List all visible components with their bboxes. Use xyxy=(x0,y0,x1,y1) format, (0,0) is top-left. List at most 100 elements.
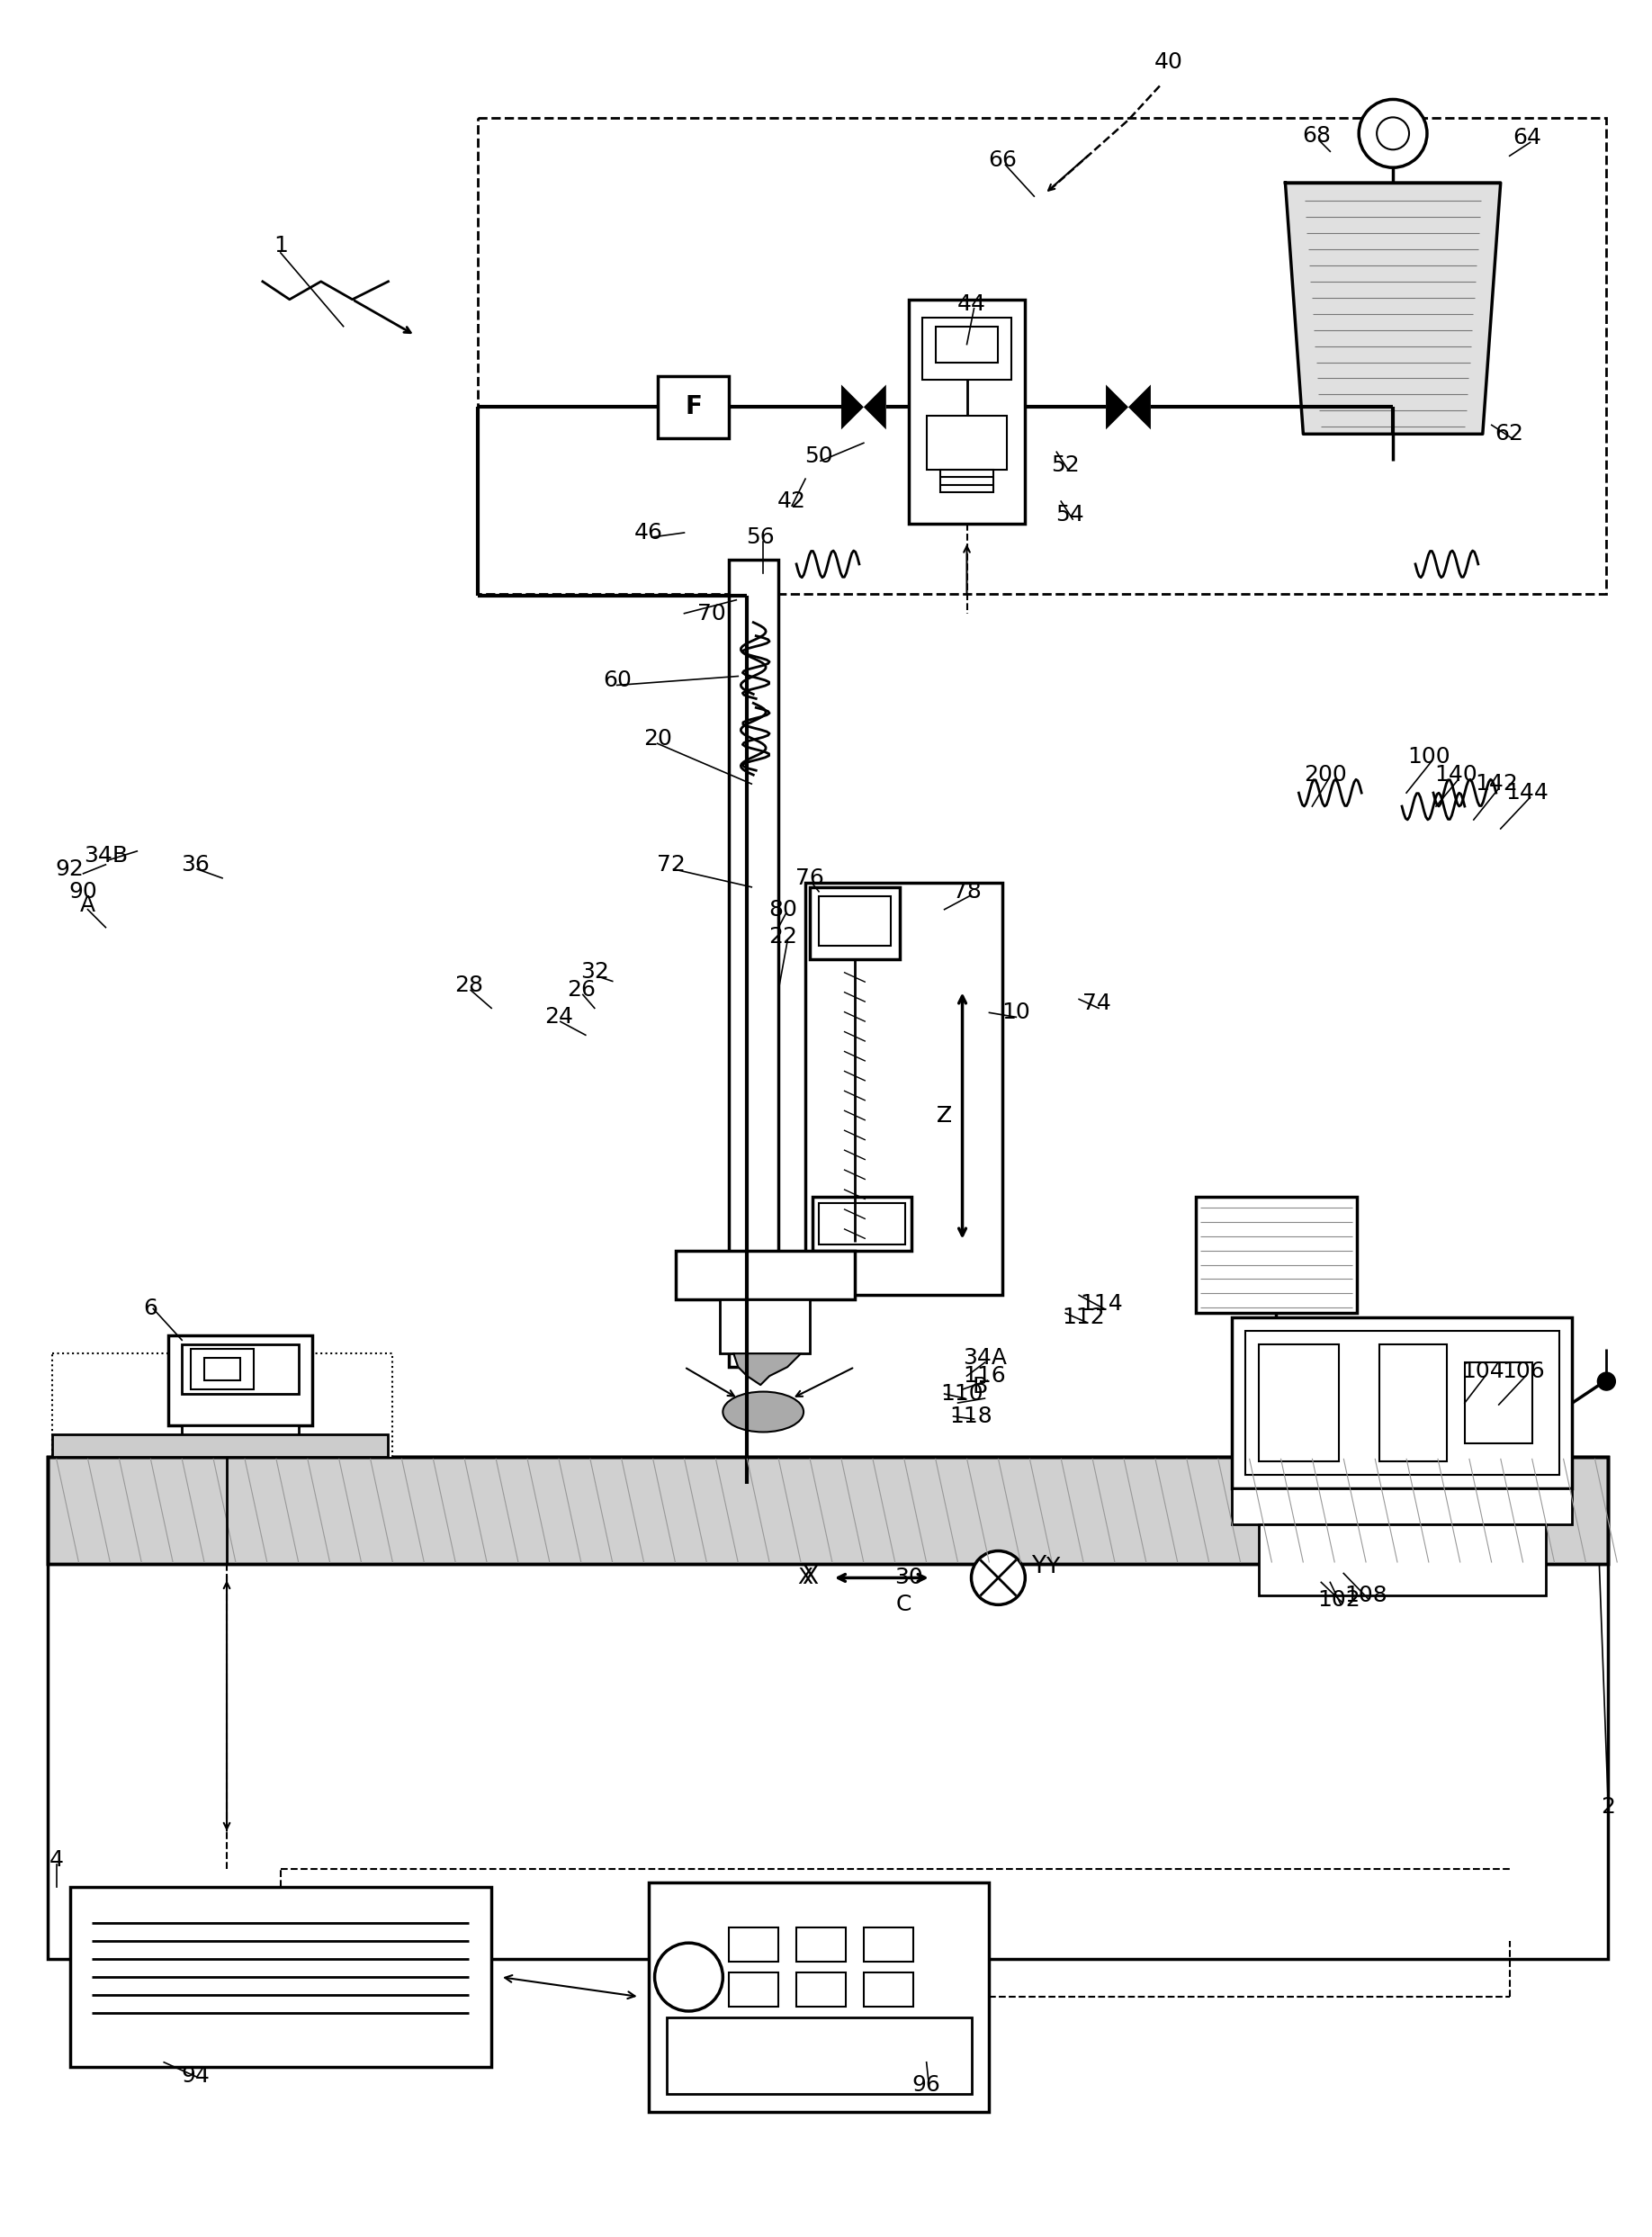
Bar xyxy=(182,1425,299,1456)
Bar xyxy=(813,1197,912,1250)
Bar xyxy=(864,1928,914,1962)
Text: 60: 60 xyxy=(603,669,631,691)
Bar xyxy=(169,1335,312,1425)
Text: 54: 54 xyxy=(1056,503,1084,526)
Text: 76: 76 xyxy=(796,868,824,888)
Bar xyxy=(1231,1488,1573,1523)
Text: 10: 10 xyxy=(1001,1002,1031,1025)
Circle shape xyxy=(1360,98,1427,168)
Text: Y: Y xyxy=(1046,1557,1059,1577)
Text: 116: 116 xyxy=(963,1365,1006,1387)
Text: 20: 20 xyxy=(643,729,672,749)
Text: 40: 40 xyxy=(1155,51,1183,72)
Text: 42: 42 xyxy=(778,490,806,512)
Bar xyxy=(205,1358,240,1380)
Bar xyxy=(1379,1344,1447,1461)
Text: 144: 144 xyxy=(1507,783,1550,803)
Bar xyxy=(796,1973,846,2007)
Bar xyxy=(720,1300,809,1353)
Bar xyxy=(69,1888,491,2067)
Text: 28: 28 xyxy=(454,975,484,995)
Bar xyxy=(182,1344,299,1394)
Text: 24: 24 xyxy=(544,1007,573,1029)
Text: 32: 32 xyxy=(580,962,610,982)
Text: 200: 200 xyxy=(1303,765,1346,785)
Text: X: X xyxy=(801,1566,818,1591)
Bar xyxy=(666,2018,971,2094)
Text: 102: 102 xyxy=(1318,1591,1361,1611)
Text: 100: 100 xyxy=(1408,747,1450,767)
Polygon shape xyxy=(864,385,885,430)
Text: B: B xyxy=(973,1376,988,1398)
Bar xyxy=(48,1456,1609,1564)
Polygon shape xyxy=(733,1353,801,1385)
Circle shape xyxy=(1597,1371,1616,1391)
Text: 50: 50 xyxy=(805,445,833,468)
Text: A: A xyxy=(79,895,96,915)
Text: 140: 140 xyxy=(1434,765,1477,785)
Text: 64: 64 xyxy=(1513,128,1541,148)
Bar xyxy=(1259,1344,1340,1461)
Bar xyxy=(192,1349,254,1389)
Text: 78: 78 xyxy=(953,881,981,902)
Text: 26: 26 xyxy=(567,980,595,1000)
Text: 56: 56 xyxy=(747,526,775,548)
Bar xyxy=(51,1353,393,1456)
Text: 142: 142 xyxy=(1475,774,1518,794)
Text: Z: Z xyxy=(937,1105,952,1127)
Bar xyxy=(657,376,729,438)
Bar xyxy=(796,1928,846,1962)
Bar xyxy=(809,888,900,960)
Text: 114: 114 xyxy=(1080,1293,1123,1315)
Text: 118: 118 xyxy=(950,1405,993,1427)
Text: 46: 46 xyxy=(634,521,662,544)
Bar xyxy=(729,1928,778,1962)
Text: 112: 112 xyxy=(1062,1306,1105,1329)
Text: 92: 92 xyxy=(56,859,84,879)
Text: 4: 4 xyxy=(50,1850,63,1870)
Bar xyxy=(477,119,1606,593)
Bar xyxy=(909,300,1026,523)
Bar xyxy=(1196,1197,1356,1313)
Polygon shape xyxy=(1285,183,1500,434)
Text: 34B: 34B xyxy=(84,846,127,866)
Bar xyxy=(922,318,1011,380)
Bar xyxy=(51,1434,388,1456)
Text: 68: 68 xyxy=(1302,125,1332,148)
Bar xyxy=(48,1456,1609,1960)
Text: Z: Z xyxy=(937,1105,952,1127)
Text: 22: 22 xyxy=(768,926,798,946)
Text: 30: 30 xyxy=(894,1568,923,1588)
Text: 44: 44 xyxy=(957,293,986,315)
Text: C: C xyxy=(897,1595,912,1615)
Bar xyxy=(819,1204,905,1244)
Text: 66: 66 xyxy=(988,150,1018,172)
Polygon shape xyxy=(841,385,864,430)
Text: 80: 80 xyxy=(768,899,798,919)
Text: 34A: 34A xyxy=(963,1347,1006,1369)
Bar xyxy=(927,416,1008,470)
Bar xyxy=(864,1973,914,2007)
Text: 90: 90 xyxy=(69,881,97,902)
Bar xyxy=(648,1884,990,2112)
Bar xyxy=(48,1456,1609,1564)
Text: 106: 106 xyxy=(1502,1360,1545,1382)
Text: Y: Y xyxy=(1031,1555,1046,1579)
Text: 74: 74 xyxy=(1082,993,1112,1013)
Text: 62: 62 xyxy=(1495,423,1523,445)
Text: 36: 36 xyxy=(182,855,210,875)
Bar xyxy=(1231,1318,1573,1488)
Bar xyxy=(1465,1362,1531,1443)
Text: 104: 104 xyxy=(1460,1360,1503,1382)
Text: F: F xyxy=(684,394,702,421)
Text: 52: 52 xyxy=(1051,454,1080,476)
Text: 70: 70 xyxy=(697,602,725,624)
Text: 6: 6 xyxy=(144,1297,157,1320)
Text: 1: 1 xyxy=(274,235,287,257)
Bar xyxy=(819,897,890,946)
Text: 2: 2 xyxy=(1601,1796,1616,1816)
Bar xyxy=(806,884,1003,1295)
Ellipse shape xyxy=(724,1391,803,1432)
Text: 108: 108 xyxy=(1345,1586,1388,1606)
Circle shape xyxy=(971,1550,1026,1604)
